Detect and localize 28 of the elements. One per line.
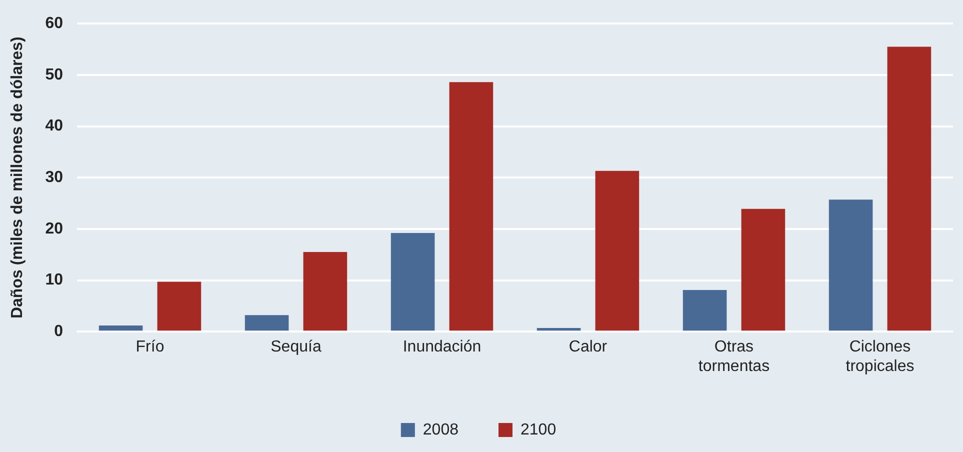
x-tick-label: Sequía xyxy=(270,338,322,356)
x-tick-label: Calor xyxy=(568,338,608,356)
y-tick-label: 10 xyxy=(45,272,64,289)
bar xyxy=(244,315,289,331)
y-tick-label: 0 xyxy=(54,323,64,340)
x-tick-label: Inundación xyxy=(402,338,482,356)
x-tick-label: Ciclones tropicales xyxy=(846,338,914,375)
bar xyxy=(595,170,640,331)
x-tick-label: Otras tormentas xyxy=(698,338,770,375)
bar xyxy=(828,200,873,331)
y-axis-title: Daños (miles de millones de dólares) xyxy=(9,36,26,319)
legend-label: 2100 xyxy=(520,421,556,438)
bar xyxy=(741,208,786,331)
y-tick-label: 30 xyxy=(45,169,64,186)
y-tick-label: 50 xyxy=(45,66,64,84)
legend-label: 2008 xyxy=(422,421,459,438)
bar xyxy=(157,282,202,331)
bar xyxy=(390,233,435,331)
x-tick-label: Frío xyxy=(136,338,164,356)
y-tick-label: 60 xyxy=(45,15,64,32)
bar xyxy=(536,328,581,331)
bar xyxy=(887,46,932,331)
y-tick-label: 40 xyxy=(45,118,64,135)
bar xyxy=(98,325,143,331)
bar xyxy=(682,290,727,331)
y-tick-label: 20 xyxy=(45,220,64,238)
bar xyxy=(303,252,348,331)
bar xyxy=(449,82,494,331)
